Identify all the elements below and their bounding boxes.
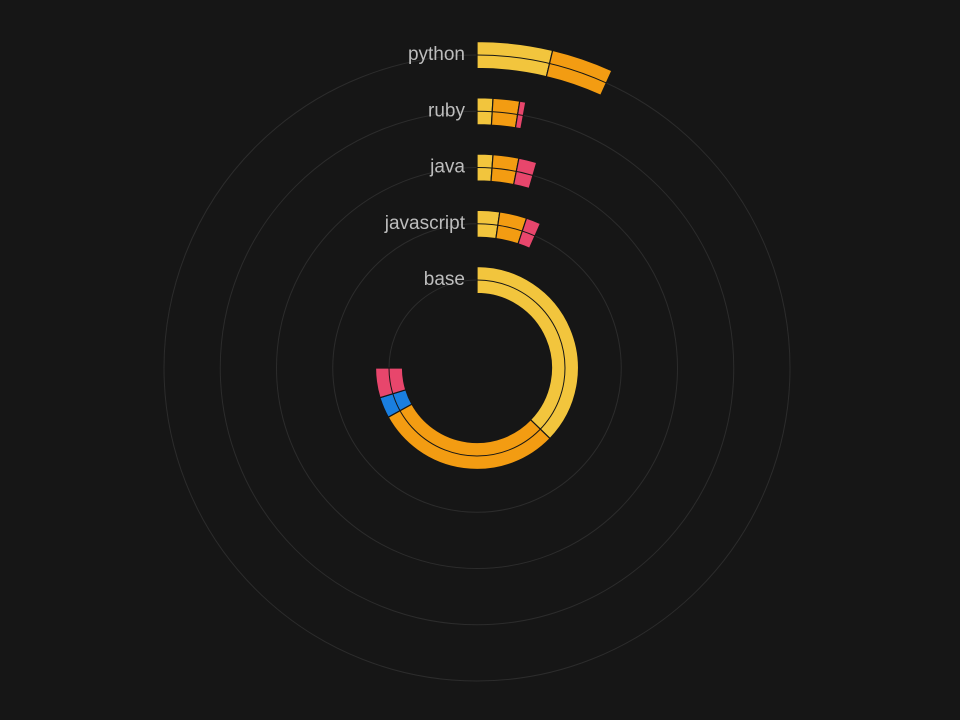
bar-segment xyxy=(476,40,554,78)
category-label: base xyxy=(424,269,465,290)
band-divider xyxy=(476,223,536,237)
band-divider xyxy=(476,110,524,116)
band-divider xyxy=(476,167,534,176)
band-divider xyxy=(476,54,607,84)
bar-segment xyxy=(545,49,613,97)
category-label: java xyxy=(429,157,465,178)
category-label: javascript xyxy=(384,213,466,234)
band-divider xyxy=(388,279,566,457)
grid-circle xyxy=(163,54,791,682)
grid-circle xyxy=(219,110,735,626)
bar-segment xyxy=(387,403,551,471)
category-label: ruby xyxy=(428,100,465,121)
category-label: python xyxy=(408,44,465,65)
